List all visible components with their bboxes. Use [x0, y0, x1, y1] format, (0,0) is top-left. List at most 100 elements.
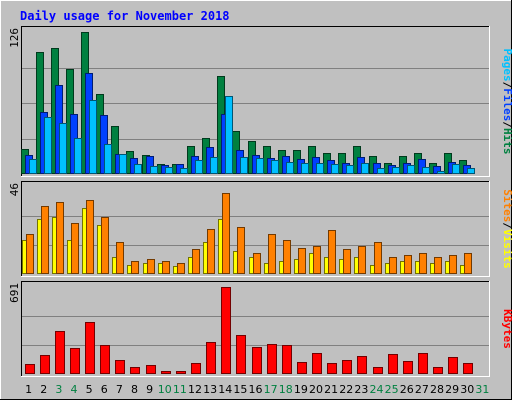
x-tick-label: 7: [116, 383, 123, 396]
bar-sites: [192, 249, 200, 274]
bar-kbytes: [236, 335, 246, 374]
panel-hits-files-pages: 126 Pages/Files/Hits: [8, 26, 512, 177]
legend-hits: Hits: [501, 128, 512, 155]
bar-pages: [392, 167, 400, 174]
bar-sites: [131, 261, 139, 274]
bar-pages: [134, 164, 142, 174]
bar-kbytes: [448, 357, 458, 374]
bar-sites: [419, 253, 427, 274]
legend-separator: /: [501, 82, 512, 89]
bar-kbytes: [85, 322, 95, 374]
bar-sites: [177, 263, 185, 274]
bar-kbytes: [115, 360, 125, 374]
x-tick-label: 21: [324, 383, 338, 396]
bar-kbytes: [130, 367, 140, 374]
legend-visits-sites: Sites/Visits: [501, 189, 512, 269]
bar-sites: [207, 229, 215, 274]
bar-pages: [256, 158, 264, 174]
x-tick-label: 20: [309, 383, 323, 396]
bar-sites: [268, 234, 276, 274]
x-tick-label: 12: [188, 383, 202, 396]
bar-sites: [41, 206, 49, 274]
bar-pages: [301, 163, 309, 174]
bar-kbytes: [70, 348, 80, 374]
bar-sites: [313, 246, 321, 274]
bar-sites: [26, 234, 34, 274]
bar-pages: [331, 164, 339, 174]
bar-sites: [56, 202, 64, 274]
bar-kbytes: [252, 347, 262, 374]
bar-sites: [86, 200, 94, 274]
legend-hits-files-pages: Pages/Files/Hits: [501, 49, 512, 155]
x-axis-day-labels: 1 2 3 4 5 6 7 8 9 10 11 12 13 14 15 16 17 18 19 20 21 22 23 24 2…: [25, 383, 489, 396]
x-tick-label: 28: [430, 383, 444, 396]
bar-kbytes: [55, 331, 65, 374]
series-kbytes: [25, 287, 473, 374]
x-tick-label: 13: [203, 383, 217, 396]
x-tick-label: 17: [264, 383, 278, 396]
bar-sites: [404, 255, 412, 274]
bar-kbytes: [312, 353, 322, 374]
x-tick-label: 26: [400, 383, 414, 396]
x-tick-label: 16: [249, 383, 263, 396]
bar-kbytes: [146, 365, 156, 374]
bar-pages: [467, 168, 475, 174]
x-tick-label: 23: [354, 383, 368, 396]
x-tick-label: 5: [86, 383, 93, 396]
bar-pages: [59, 123, 67, 174]
bar-kbytes: [221, 287, 231, 374]
bar-kbytes: [297, 362, 307, 374]
bar-kbytes: [40, 355, 50, 374]
legend-separator: /: [501, 121, 512, 128]
chart-title: Daily usage for November 2018: [20, 9, 230, 23]
bar-sites: [464, 253, 472, 274]
x-tick-label: 15: [233, 383, 247, 396]
x-tick-label: 29: [445, 383, 459, 396]
bar-pages: [74, 138, 82, 174]
bar-sites: [71, 223, 79, 274]
x-tick-label: 19: [294, 383, 308, 396]
bar-pages: [119, 154, 127, 174]
bar-pages: [44, 117, 52, 174]
x-tick-label: 30: [460, 383, 474, 396]
bar-kbytes: [403, 361, 413, 374]
bar-pages: [104, 144, 112, 174]
legend-visits: Visits: [501, 229, 512, 269]
x-tick-label: 27: [415, 383, 429, 396]
bar-sites: [449, 255, 457, 274]
panel-visits-sites: 46 Sites/Visits: [8, 181, 512, 277]
bar-sites: [101, 217, 109, 274]
x-tick-label: 1: [25, 383, 32, 396]
y-axis-max-label: 46: [8, 183, 21, 196]
x-tick-label: 24: [370, 383, 384, 396]
bar-sites: [358, 246, 366, 274]
bar-sites: [389, 257, 397, 274]
y-axis-max-label: 691: [8, 283, 21, 303]
bar-kbytes: [282, 345, 292, 374]
bar-pages: [346, 165, 354, 174]
bar-pages: [150, 166, 158, 174]
x-tick-label: 14: [218, 383, 232, 396]
bar-sites: [434, 257, 442, 274]
bar-pages: [437, 171, 445, 174]
series-sites: [26, 193, 472, 274]
bar-kbytes: [357, 356, 367, 374]
bar-kbytes: [463, 363, 473, 374]
bar-kbytes: [25, 364, 35, 374]
bar-pages: [286, 162, 294, 174]
x-tick-label: 25: [385, 383, 399, 396]
bar-kbytes: [206, 342, 216, 374]
bar-kbytes: [191, 363, 201, 374]
bar-pages: [422, 167, 430, 174]
x-tick-label: 22: [339, 383, 353, 396]
x-tick-label: 11: [173, 383, 187, 396]
bar-sites: [237, 227, 245, 274]
bar-pages: [361, 163, 369, 174]
bar-sites: [253, 253, 261, 274]
bar-kbytes: [373, 367, 383, 374]
bar-pages: [240, 157, 248, 174]
y-axis-max-label: 126: [8, 28, 21, 48]
x-tick-label: 31: [475, 383, 489, 396]
bar-pages: [210, 157, 218, 174]
